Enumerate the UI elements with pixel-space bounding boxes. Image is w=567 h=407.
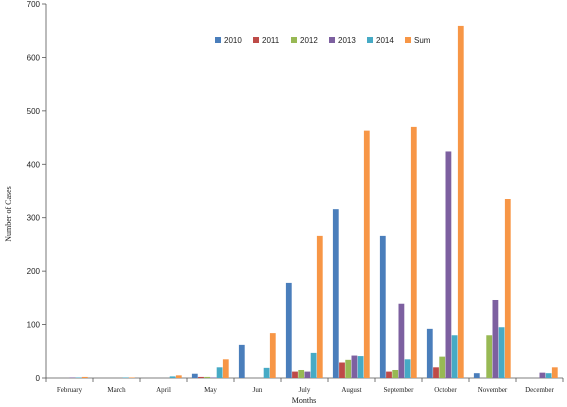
bar-2014-september [404, 359, 411, 378]
bar-2010-august [332, 209, 339, 378]
bar-2014-july [310, 352, 317, 378]
legend-swatch-2014 [367, 37, 373, 43]
bar-2011-july [292, 371, 298, 378]
legend-label-2010: 2010 [224, 36, 242, 45]
legend-label-sum: Sum [414, 36, 431, 45]
y-tick-label: 700 [27, 0, 41, 9]
y-axis-title: Number of Cases [4, 186, 13, 242]
legend-swatch-sum [405, 37, 411, 43]
bar-sum-december [551, 367, 558, 378]
bar-2011-august [339, 362, 345, 378]
legend-label-2013: 2013 [338, 36, 356, 45]
y-tick-label: 100 [27, 321, 41, 330]
bar-2014-february [75, 377, 82, 378]
bar-2010-november [473, 373, 480, 378]
x-tick-label: October [434, 386, 457, 394]
bar-2014-jun [263, 367, 270, 378]
bar-2012-may [204, 376, 211, 378]
bar-2011-september [386, 371, 392, 378]
bar-sum-may [222, 359, 229, 378]
bar-2010-jun [238, 344, 245, 378]
bar-2014-april [169, 376, 176, 378]
bar-2013-july [304, 371, 311, 378]
bar-2013-may [210, 377, 217, 378]
legend-swatch-2012 [291, 37, 297, 43]
bar-2012-october [439, 356, 446, 378]
bar-2014-november [498, 327, 505, 378]
x-tick-label: September [384, 386, 415, 394]
x-tick-label: November [478, 386, 508, 394]
x-tick-label: May [204, 386, 217, 394]
x-tick-label: Jun [253, 386, 263, 394]
bar-2014-december [545, 373, 552, 378]
y-tick-label: 500 [27, 107, 41, 116]
bar-2013-october [445, 151, 452, 378]
y-tick-label: 0 [36, 374, 41, 383]
bar-2013-august [351, 355, 358, 378]
bar-2010-september [379, 235, 386, 378]
bar-sum-jun [269, 333, 276, 378]
bar-sum-february [81, 376, 88, 378]
bar-2014-october [451, 335, 458, 378]
legend-swatch-2011 [253, 37, 259, 43]
bar-sum-april [175, 375, 182, 378]
bar-2013-december [539, 372, 546, 378]
bar-sum-july [316, 235, 323, 378]
bar-2012-july [298, 369, 305, 378]
x-tick-label: April [156, 386, 171, 394]
bar-2014-march [122, 377, 129, 378]
bar-2013-february [69, 377, 76, 378]
legend-label-2014: 2014 [376, 36, 394, 45]
bar-sum-october [457, 25, 464, 378]
legend-swatch-2013 [329, 37, 335, 43]
bar-sum-september [410, 126, 417, 378]
y-tick-label: 300 [27, 214, 41, 223]
bar-sum-march [128, 377, 135, 378]
x-tick-label: February [57, 386, 83, 394]
x-axis: February March April May Jun July August Septem… [45, 377, 564, 394]
plot-area [69, 25, 558, 378]
bar-2012-november [486, 335, 493, 378]
bar-sum-august [363, 130, 370, 378]
legend: 2010 2011 2012 2013 2014 Sum [215, 36, 431, 45]
y-tick-label: 600 [27, 53, 41, 62]
y-axis: 0 100 200 300 400 500 600 700 [27, 0, 47, 383]
bar-2011-october [433, 367, 439, 378]
x-tick-label: March [107, 386, 126, 394]
bar-2014-august [357, 356, 364, 378]
bar-2011-may [198, 376, 204, 378]
legend-label-2012: 2012 [300, 36, 318, 45]
bar-2010-may [191, 373, 198, 378]
legend-label-2011: 2011 [262, 36, 280, 45]
x-axis-title: Months [292, 396, 316, 405]
legend-swatch-2010 [215, 37, 221, 43]
bar-2012-september [392, 369, 399, 378]
x-tick-label: July [299, 386, 311, 394]
bar-2014-may [216, 367, 223, 378]
bar-2013-november [492, 299, 499, 378]
bar-2012-august [345, 359, 352, 378]
x-tick-label: August [341, 386, 361, 394]
bar-2010-october [426, 328, 433, 378]
bar-2013-september [398, 303, 405, 378]
x-tick-label: December [525, 386, 554, 394]
bar-2010-july [285, 282, 292, 378]
y-tick-label: 400 [27, 160, 41, 169]
y-tick-label: 200 [27, 267, 41, 276]
bar-sum-november [504, 199, 511, 378]
